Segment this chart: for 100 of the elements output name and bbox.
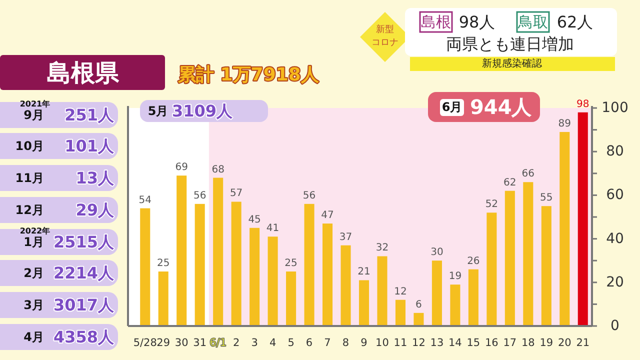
annotation: 5月 — [148, 104, 168, 118]
x-tick-label: 3 — [251, 337, 258, 349]
text: 両県とも連日増加 — [446, 34, 574, 54]
data-label: 68 — [212, 164, 224, 176]
data-label: 69 — [175, 162, 188, 174]
data-label: 57 — [230, 188, 243, 200]
data-label: 41 — [266, 223, 280, 234]
data-label: 89 — [558, 118, 572, 130]
text: 2515人 — [53, 232, 115, 252]
bar — [468, 269, 478, 326]
text: 11月 — [15, 171, 44, 185]
x-tick-label: 30 — [174, 337, 188, 349]
bar — [450, 284, 460, 326]
text: 3月 — [24, 298, 44, 312]
x-tick-label: 4 — [269, 337, 276, 349]
bar — [578, 112, 588, 326]
x-tick-label: 31 — [193, 337, 207, 349]
text: 12月 — [15, 203, 44, 217]
data-label: 98 — [576, 98, 590, 110]
data-label: 37 — [339, 232, 352, 243]
text: 1月 — [24, 235, 44, 249]
data-label: 25 — [156, 258, 170, 269]
bar — [286, 272, 296, 326]
y-tick-label: 0 — [610, 318, 620, 334]
x-tick-label: 17 — [503, 337, 517, 349]
bar — [194, 204, 205, 326]
bar — [486, 212, 497, 326]
x-tick-label: 2 — [232, 337, 240, 349]
data-label: 56 — [193, 190, 206, 202]
x-tick-label: 14 — [448, 337, 462, 349]
x-tick-label: 5/28 — [133, 337, 157, 349]
x-tick-label: 13 — [430, 337, 444, 349]
text: 新規感染確認 — [482, 58, 542, 70]
x-tick-label: 6/1 — [210, 337, 227, 349]
annotation: 3109人 — [172, 102, 234, 120]
bar — [158, 272, 168, 326]
y-tick-label: 80 — [606, 144, 624, 160]
bar — [395, 300, 406, 326]
chart-title: 島根県 — [47, 59, 120, 87]
text: 98人 — [458, 12, 496, 32]
text: 2月 — [24, 266, 44, 280]
data-label: 19 — [448, 271, 462, 282]
text: 9月 — [24, 108, 44, 122]
data-label: 55 — [540, 192, 553, 204]
text: 101人 — [64, 136, 115, 156]
annotation: 944人 — [470, 95, 533, 119]
x-tick-label: 5 — [288, 337, 294, 349]
bar — [414, 312, 424, 326]
text: 13人 — [76, 168, 115, 188]
x-tick-label: 18 — [521, 337, 535, 349]
x-tick-label: 8 — [342, 337, 350, 349]
x-tick-label: 16 — [484, 337, 499, 349]
data-label: 32 — [376, 242, 389, 254]
y-tick-label: 40 — [606, 230, 624, 247]
data-label: 12 — [394, 286, 407, 298]
text: 10月 — [15, 139, 44, 153]
data-label: 66 — [522, 168, 535, 180]
text: 2021年 — [20, 100, 50, 108]
data-label: 21 — [358, 266, 370, 278]
x-tick-label: 6 — [306, 337, 313, 349]
bar — [322, 224, 333, 326]
text: 4月 — [24, 330, 44, 344]
data-label: 25 — [284, 258, 298, 269]
x-tick-label: 29 — [156, 337, 170, 349]
y-tick-label: 100 — [602, 100, 628, 116]
annotation: 6月 — [442, 100, 462, 114]
bar — [304, 204, 314, 326]
text: 62人 — [556, 12, 594, 32]
x-tick-label: 10 — [376, 337, 389, 349]
text: 29人 — [76, 200, 115, 220]
chart-subtitle: 累計 1万7918人 — [177, 64, 320, 86]
data-label: 52 — [485, 199, 498, 210]
x-tick-label: 21 — [576, 337, 590, 349]
bar — [268, 236, 278, 326]
text: 鳥取 — [517, 13, 548, 31]
data-label: 54 — [138, 194, 152, 206]
y-tick-label: 20 — [606, 274, 624, 290]
bar — [377, 256, 388, 326]
data-label: 56 — [302, 190, 316, 202]
bar — [560, 132, 570, 326]
data-label: 26 — [467, 256, 480, 267]
text: 2214人 — [53, 264, 115, 282]
bar — [523, 182, 534, 326]
bar — [250, 228, 260, 326]
bar — [504, 190, 515, 326]
bar — [231, 202, 242, 326]
y-tick-label: 60 — [606, 187, 624, 204]
bar — [213, 178, 224, 326]
data-label: 30 — [430, 247, 444, 258]
x-tick-label: 7 — [324, 337, 331, 349]
data-label: 62 — [504, 177, 516, 188]
x-tick-label: 15 — [466, 337, 480, 349]
data-label: 47 — [321, 210, 334, 222]
bar — [358, 280, 370, 326]
x-tick-label: 11 — [394, 337, 408, 349]
data-label: 6 — [416, 299, 422, 310]
bar — [176, 176, 187, 326]
bar — [432, 260, 442, 326]
bar — [140, 208, 150, 326]
text: 新型 — [376, 24, 394, 35]
